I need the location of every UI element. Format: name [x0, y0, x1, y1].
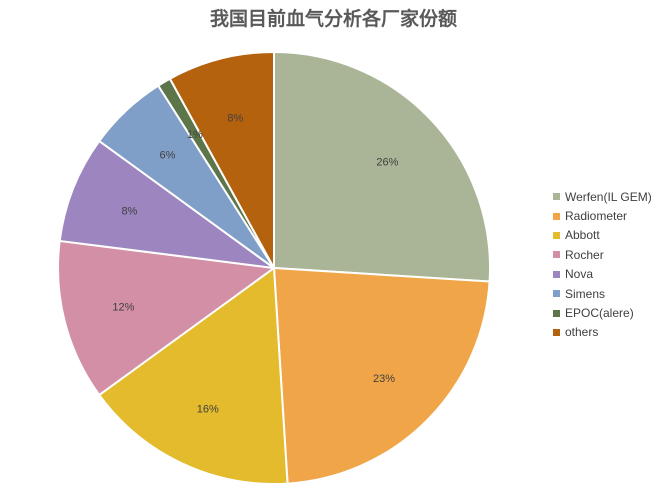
legend-label-abbott: Abbott [565, 228, 600, 243]
legend-swatch-radiometer [553, 212, 560, 220]
legend-swatch-werfen-il-gem [553, 193, 560, 201]
legend-label-nova: Nova [565, 267, 594, 282]
legend-label-simens: Simens [565, 286, 606, 301]
data-label-simens: 6% [160, 150, 176, 162]
data-label-abbott: 16% [197, 404, 219, 416]
data-label-radiometer: 23% [373, 373, 395, 385]
legend-item-others: others [553, 323, 652, 342]
legend-label-others: others [565, 325, 599, 340]
legend-item-radiometer: Radiometer [553, 206, 652, 225]
pie-slice-nova [58, 139, 275, 269]
chart-title: 我国目前血气分析各厂家份额 [209, 8, 457, 30]
data-label-werfen-il-gem: 26% [376, 157, 398, 169]
legend-swatch-epoc-alere [553, 309, 560, 317]
data-label-nova: 8% [121, 206, 137, 218]
pie-slice-abbott [97, 266, 289, 485]
legend-swatch-abbott [553, 231, 560, 239]
legend-item-rocher: Rocher [553, 245, 652, 264]
pie-slice-others [168, 50, 275, 269]
legend-label-radiometer: Radiometer [565, 209, 628, 224]
chart-legend: Werfen(IL GEM) Radiometer Abbott Rocher Nova… [553, 187, 652, 342]
pie-slice-rocher [57, 239, 277, 397]
legend-item-werfen-il-gem: Werfen(IL GEM) [553, 187, 652, 206]
legend-label-epoc-alere: EPOC(alere) [565, 306, 634, 321]
legend-item-epoc-alere: EPOC(alere) [553, 303, 652, 322]
pie-slice-radiometer [272, 266, 491, 485]
legend-swatch-rocher [553, 251, 560, 259]
legend-item-nova: Nova [553, 265, 652, 284]
data-label-others: 8% [227, 112, 243, 124]
legend-swatch-simens [553, 290, 560, 298]
data-label-epoc-alere: 1% [187, 129, 203, 141]
legend-item-abbott: Abbott [553, 226, 652, 245]
legend-item-simens: Simens [553, 284, 652, 303]
data-label-rocher: 12% [112, 302, 134, 314]
legend-swatch-others [553, 328, 560, 336]
legend-swatch-nova [553, 270, 560, 278]
legend-label-werfen-il-gem: Werfen(IL GEM) [565, 189, 652, 204]
pie-slice-werfen-il-gem [273, 50, 491, 283]
legend-label-rocher: Rocher [565, 247, 604, 262]
